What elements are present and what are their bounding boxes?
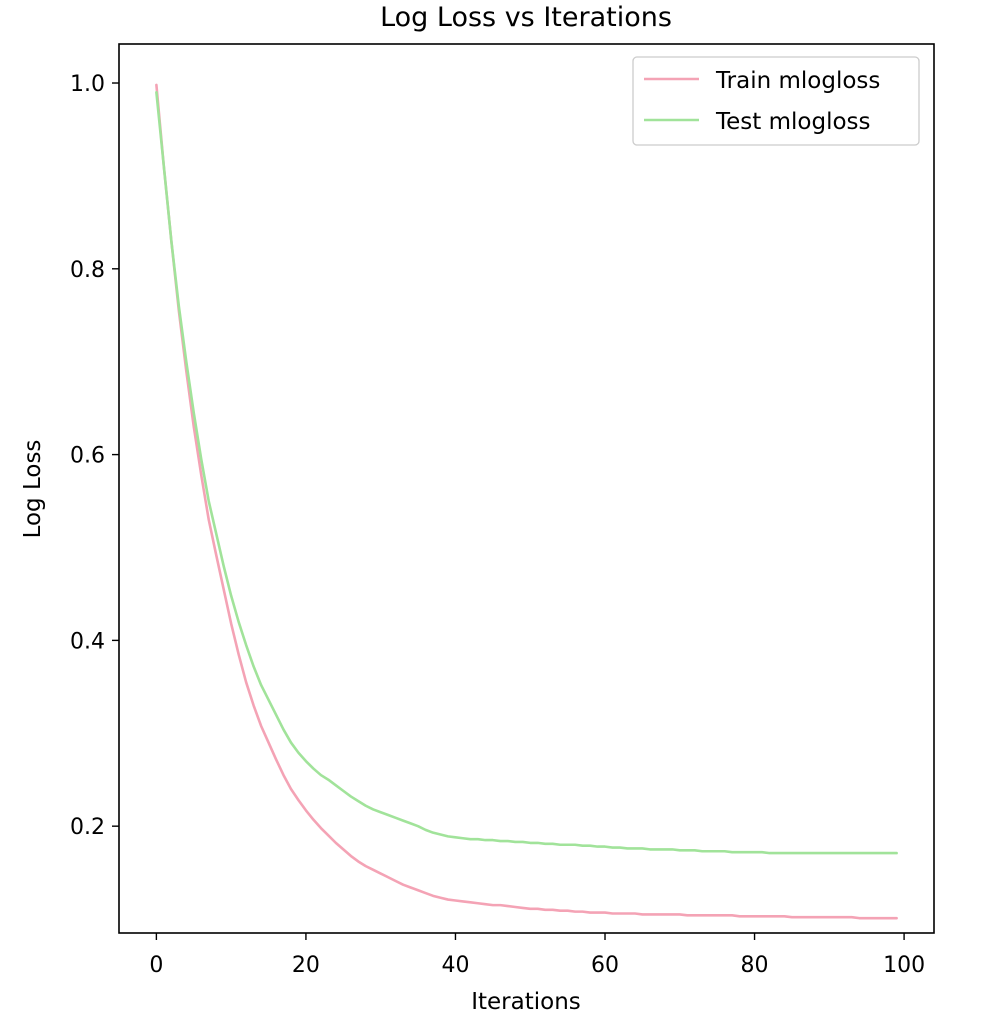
y-axis-label: Log Loss xyxy=(20,440,46,539)
y-tick-label: 1.0 xyxy=(70,72,105,97)
legend-label-train: Train mlogloss xyxy=(715,68,880,94)
y-tick-label: 0.2 xyxy=(70,815,105,840)
series-layer xyxy=(155,83,898,920)
chart-title: Log Loss vs Iterations xyxy=(380,2,672,33)
x-tick-label: 100 xyxy=(883,953,925,978)
x-axis-label: Iterations xyxy=(471,989,581,1015)
legend-box xyxy=(632,56,920,146)
y-tick-label: 0.6 xyxy=(70,444,105,469)
y-axis-ticks: 0.2 0.4 0.6 0.8 1.0 xyxy=(70,72,119,840)
x-tick-label: 0 xyxy=(149,953,163,978)
legend-label-test: Test mlogloss xyxy=(715,109,871,135)
x-tick-label: 20 xyxy=(292,953,320,978)
x-axis-ticks: 0 20 40 60 80 100 xyxy=(149,933,925,978)
plot-frame xyxy=(118,43,935,934)
y-tick-label: 0.8 xyxy=(70,258,105,283)
y-tick-label: 0.4 xyxy=(70,629,105,654)
series-line-train xyxy=(155,83,898,920)
x-tick-label: 60 xyxy=(591,953,619,978)
series-line-test xyxy=(155,91,898,855)
x-tick-label: 40 xyxy=(441,953,469,978)
legend: Train mlogloss Test mlogloss xyxy=(632,56,920,146)
x-tick-label: 80 xyxy=(741,953,769,978)
